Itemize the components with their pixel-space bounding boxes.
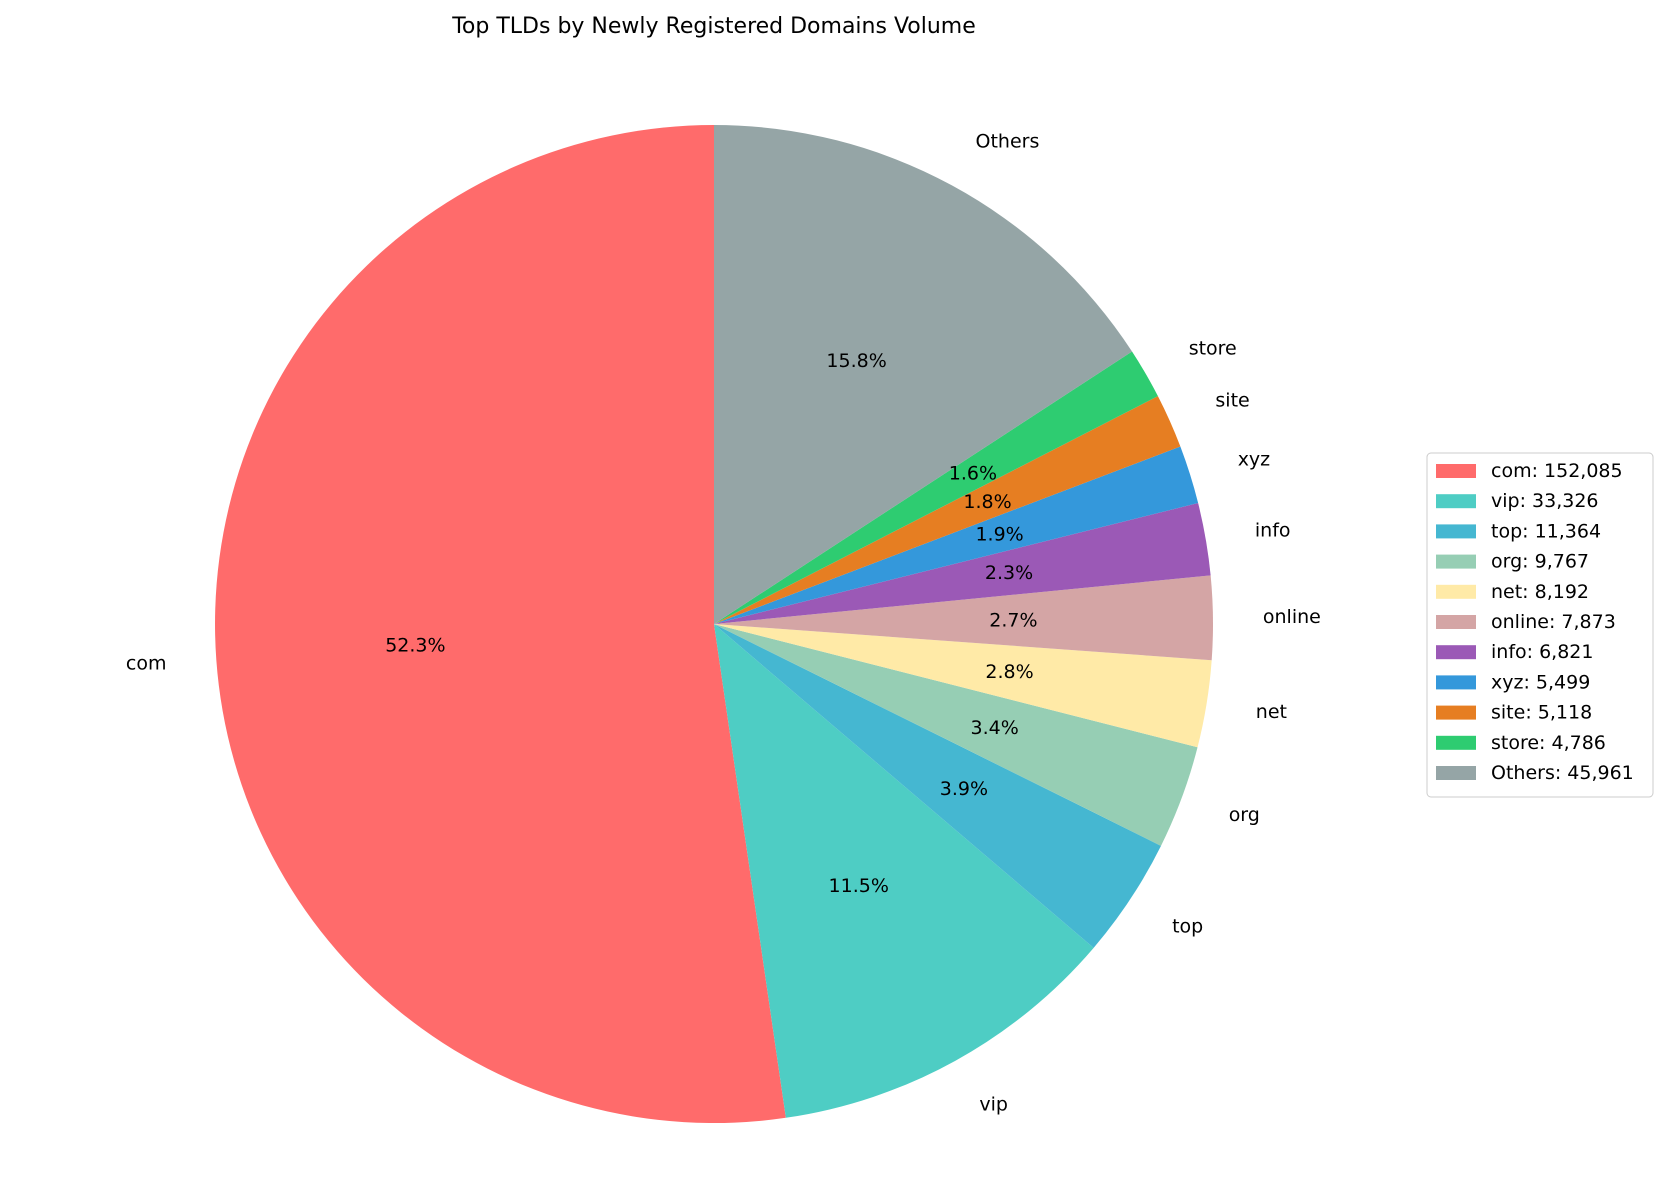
percent-label-vip: 11.5% [829, 875, 889, 897]
chart-title: Top TLDs by Newly Registered Domains Vol… [451, 14, 976, 39]
legend-item-com: com: 152,085 [1436, 460, 1623, 482]
legend-swatch-net [1436, 584, 1476, 599]
pie-slice-site [714, 396, 1181, 624]
slice-label-store: store [1189, 337, 1237, 359]
legend-swatch-online [1436, 615, 1476, 629]
percent-label-info: 2.3% [985, 562, 1033, 584]
legend-label-site: site: 5,118 [1491, 702, 1592, 724]
pie-slice-vip [714, 624, 1094, 1118]
percent-label-top: 3.9% [940, 778, 988, 800]
legend-item-vip: vip: 33,326 [1436, 490, 1599, 512]
percent-label-store: 1.6% [949, 463, 997, 485]
legend-item-online: online: 7,873 [1436, 611, 1616, 633]
legend-swatch-vip [1436, 494, 1476, 509]
legend-swatch-info [1436, 645, 1476, 660]
pie-slice-others [714, 125, 1133, 624]
slice-labels: com vip top org net online info xyz site store Oth… [126, 130, 1321, 1115]
percent-label-net: 2.8% [985, 661, 1033, 683]
legend-item-net: net: 8,192 [1436, 581, 1589, 603]
legend-label-top: top: 11,364 [1491, 520, 1601, 542]
pie-slices [215, 125, 1214, 1123]
pie-slice-net [714, 624, 1212, 748]
pie-slice-org [714, 624, 1198, 846]
pie-slice-store [714, 351, 1158, 624]
legend-swatch-top [1436, 524, 1476, 539]
slice-label-site: site [1215, 390, 1249, 412]
legend-swatch-com [1436, 464, 1476, 478]
legend-label-info: info: 6,821 [1491, 641, 1593, 663]
legend-label-store: store: 4,786 [1491, 732, 1606, 754]
percent-label-org: 3.4% [971, 717, 1019, 739]
percent-label-com: 52.3% [385, 635, 445, 657]
legend-swatch-xyz [1436, 675, 1476, 690]
legend-label-com: com: 152,085 [1491, 460, 1623, 482]
legend-frame [1426, 452, 1654, 798]
slice-label-org: org [1229, 804, 1260, 826]
legend-label-net: net: 8,192 [1491, 581, 1589, 603]
slice-label-net: net [1256, 701, 1287, 723]
legend-item-xyz: xyz: 5,499 [1436, 671, 1590, 693]
legend-label-vip: vip: 33,326 [1491, 490, 1599, 512]
legend-item-info: info: 6,821 [1436, 641, 1593, 663]
slice-label-xyz: xyz [1238, 449, 1270, 471]
percent-label-site: 1.8% [963, 491, 1011, 513]
slice-label-info: info [1255, 520, 1291, 542]
pie-slice-info [714, 503, 1211, 624]
legend-label-online: online: 7,873 [1491, 611, 1616, 633]
pie-slice-xyz [714, 446, 1199, 624]
legend-item-others: Others: 45,961 [1436, 762, 1634, 784]
percent-label-online: 2.7% [989, 609, 1037, 631]
legend-label-others: Others: 45,961 [1491, 762, 1634, 784]
legend-swatch-site [1436, 705, 1476, 720]
legend-item-store: store: 4,786 [1436, 732, 1606, 754]
legend-swatch-store [1436, 735, 1476, 750]
slice-label-com: com [126, 653, 167, 675]
percent-labels: 52.3% 11.5% 3.9% 3.4% 2.8% 2.7% 2.3% 1.9% 1.8% 1.… [385, 350, 1037, 897]
percent-label-others: 15.8% [826, 350, 886, 372]
legend-swatch-others [1436, 766, 1476, 780]
legend-label-xyz: xyz: 5,499 [1491, 671, 1590, 693]
legend-item-top: top: 11,364 [1436, 520, 1601, 542]
slice-label-top: top [1172, 915, 1203, 937]
slice-label-others: Others [976, 130, 1040, 152]
percent-label-xyz: 1.9% [975, 523, 1023, 545]
pie-slice-com [215, 125, 786, 1123]
legend-swatch-org [1436, 554, 1476, 569]
slice-label-online: online [1263, 606, 1321, 628]
legend-item-org: org: 9,767 [1436, 551, 1589, 573]
legend-label-org: org: 9,767 [1491, 551, 1589, 573]
pie-slice-top [714, 624, 1161, 948]
legend-item-site: site: 5,118 [1436, 702, 1592, 724]
legend: com: 152,085 vip: 33,326 top: 11,364 org: 9… [1426, 452, 1654, 798]
slice-label-vip: vip [979, 1094, 1008, 1116]
pie-slice-online [714, 575, 1214, 661]
